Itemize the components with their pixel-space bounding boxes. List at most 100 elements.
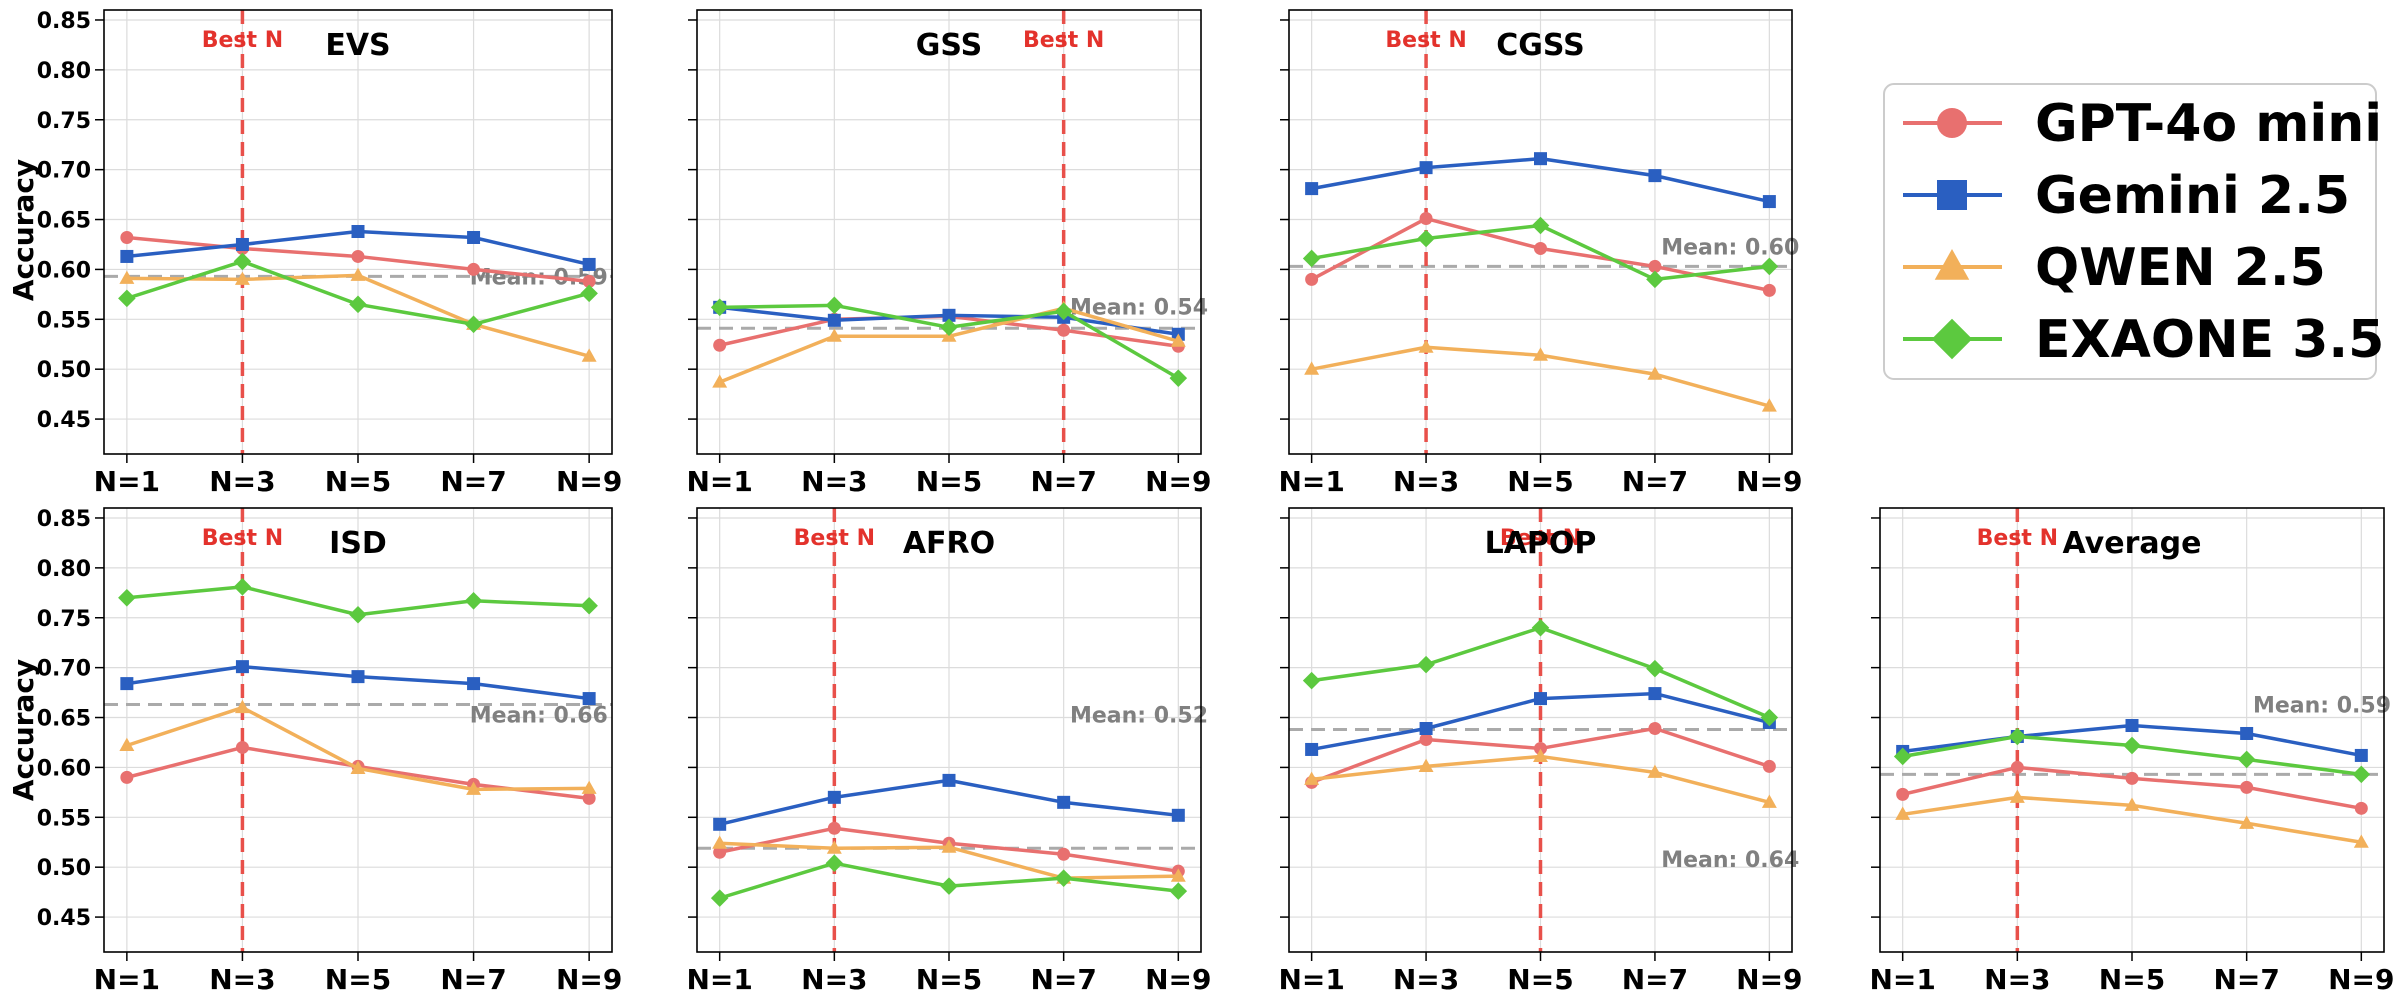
data-point-gemini <box>235 237 249 251</box>
data-point-qwen <box>826 328 842 342</box>
data-point-gpt <box>1762 759 1776 773</box>
legend-label: EXAONE 3.5 <box>2035 310 2384 370</box>
y-tick-label: 0.85 <box>37 507 91 532</box>
x-tick-label: N=7 <box>1622 465 1688 498</box>
panel-cgss: N=1 N=3 N=5 N=7 N=9 Best N CGSS Mean: 0.60 <box>1278 9 1803 498</box>
y-tick-label: 0.60 <box>37 258 91 283</box>
x-tick-label: N=1 <box>94 963 160 996</box>
plot-frame <box>1288 507 1793 953</box>
data-point-qwen <box>581 348 597 362</box>
data-point-qwen <box>1304 361 1320 375</box>
data-point-gemini <box>120 249 134 263</box>
panel-title: EVS <box>325 28 390 63</box>
x-tick-label: N=5 <box>1507 963 1573 996</box>
x-tick-label: N=3 <box>1393 465 1459 498</box>
data-point-exaone <box>1054 302 1073 321</box>
data-point-gemini <box>1534 692 1547 706</box>
y-axis-label-bottom: Accuracy <box>7 659 40 801</box>
data-point-qwen <box>350 760 366 774</box>
data-point-gpt <box>827 821 841 835</box>
data-point-gemini <box>1305 182 1319 196</box>
data-point-exaone <box>233 252 252 271</box>
mean-label: Mean: 0.64 <box>1661 848 1799 873</box>
data-point-exaone <box>349 605 367 624</box>
y-tick-label: 0.80 <box>37 557 91 582</box>
y-tick-label: 0.50 <box>37 358 91 383</box>
plot-frame <box>1288 9 1793 455</box>
panel-title: AFRO <box>903 526 995 561</box>
chart-panels: 0.450.500.550.600.650.700.750.800.85N=1 N… <box>37 9 2395 996</box>
data-point-qwen <box>1418 758 1434 772</box>
data-point-gemini <box>2354 748 2368 762</box>
data-point-gpt <box>120 230 134 244</box>
legend-marker <box>1937 108 1967 138</box>
plot-frame <box>696 507 1202 953</box>
data-point-exaone <box>825 854 844 872</box>
plot-frame <box>103 9 613 455</box>
x-tick-label: N=9 <box>556 465 622 498</box>
data-point-exaone <box>580 284 598 303</box>
data-point-qwen <box>119 270 135 284</box>
x-tick-label: N=3 <box>209 963 275 996</box>
data-point-qwen <box>712 835 728 849</box>
x-tick-label: N=1 <box>686 465 752 498</box>
x-tick-label: N=3 <box>1393 963 1459 996</box>
data-point-gpt <box>235 740 249 754</box>
x-tick-label: N=5 <box>325 465 391 498</box>
y-tick-label: 0.45 <box>37 408 91 433</box>
y-tick-label: 0.75 <box>37 109 91 134</box>
data-point-qwen <box>1895 806 1911 820</box>
data-point-gpt <box>351 249 365 263</box>
x-tick-label: N=9 <box>1736 963 1802 996</box>
data-point-exaone <box>464 315 483 334</box>
data-point-qwen <box>1647 764 1663 778</box>
data-point-qwen <box>1761 398 1777 412</box>
x-tick-label: N=3 <box>801 465 867 498</box>
data-point-gpt <box>2010 760 2024 774</box>
data-point-qwen <box>2353 834 2369 848</box>
data-point-exaone <box>2352 765 2371 784</box>
data-point-gpt <box>1534 241 1547 255</box>
data-point-exaone <box>1417 229 1435 248</box>
x-tick-label: N=7 <box>1030 963 1096 996</box>
data-point-exaone <box>2123 736 2141 755</box>
data-point-gpt <box>467 262 481 276</box>
data-point-qwen <box>350 267 366 281</box>
data-point-qwen <box>1761 794 1777 808</box>
data-point-gemini <box>2240 726 2254 740</box>
mean-label: Mean: 0.59 <box>2253 694 2391 719</box>
legend-marker <box>1934 249 1970 280</box>
data-point-qwen <box>2124 797 2140 811</box>
data-point-exaone <box>1417 655 1435 674</box>
data-point-exaone <box>1302 249 1321 268</box>
data-point-exaone <box>233 578 252 596</box>
data-point-exaone <box>464 592 483 610</box>
best-n-label: Best N <box>1023 28 1104 53</box>
panel-title: ISD <box>329 526 387 561</box>
data-point-qwen <box>2239 815 2255 829</box>
data-point-qwen <box>1418 339 1434 353</box>
x-tick-label: N=5 <box>2099 963 2165 996</box>
best-n-label: Best N <box>1500 526 1581 551</box>
panel-afro: N=1 N=3 N=5 N=7 N=9 Best N AFRO Mean: 0.52 <box>686 507 1212 996</box>
x-tick-label: N=1 <box>686 963 752 996</box>
data-point-qwen <box>1304 771 1320 785</box>
best-n-label: Best N <box>1977 526 2058 551</box>
data-point-gemini <box>1057 795 1071 809</box>
data-point-gemini <box>582 257 596 271</box>
x-tick-label: N=5 <box>325 963 391 996</box>
x-tick-label: N=7 <box>440 963 506 996</box>
x-tick-label: N=9 <box>1145 465 1211 498</box>
panel-title: LAPOP <box>1485 526 1597 561</box>
mean-label: Mean: 0.60 <box>1661 235 1799 260</box>
x-tick-label: N=9 <box>2328 963 2394 996</box>
legend: GPT-4o mini Gemini 2.5 QWEN 2.5 EXAONE 3.5 <box>1883 83 2384 380</box>
data-point-gemini <box>467 677 481 691</box>
data-point-gpt <box>713 845 727 859</box>
x-tick-label: N=9 <box>556 963 622 996</box>
data-point-gpt <box>1057 847 1071 861</box>
data-point-exaone <box>2237 750 2256 769</box>
y-tick-label: 0.70 <box>37 159 91 184</box>
panel-title: CGSS <box>1496 28 1585 63</box>
